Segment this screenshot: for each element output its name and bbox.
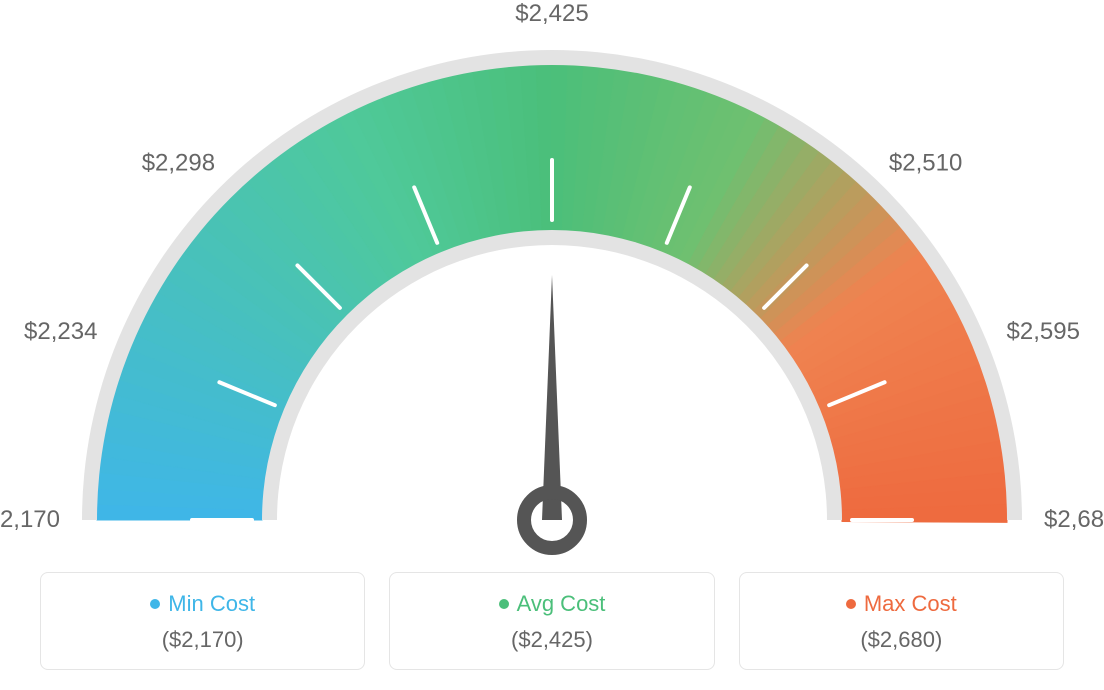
min-cost-card: Min Cost ($2,170): [40, 572, 365, 670]
max-cost-card: Max Cost ($2,680): [739, 572, 1064, 670]
avg-cost-title-row: Avg Cost: [400, 591, 703, 617]
gauge-tick-label: $2,510: [889, 150, 962, 178]
gauge-tick-label: $2,234: [24, 318, 97, 346]
gauge-tick-label: $2,680: [1044, 506, 1104, 534]
avg-cost-dot: [499, 599, 509, 609]
avg-cost-label: Avg Cost: [517, 591, 606, 617]
max-cost-title-row: Max Cost: [750, 591, 1053, 617]
min-cost-label: Min Cost: [168, 591, 255, 617]
gauge-tick-label: $2,170: [0, 506, 60, 534]
max-cost-value: ($2,680): [750, 627, 1053, 653]
min-cost-title-row: Min Cost: [51, 591, 354, 617]
gauge-tick-label: $2,298: [142, 150, 215, 178]
avg-cost-card: Avg Cost ($2,425): [389, 572, 714, 670]
gauge-tick-label: $2,425: [515, 0, 588, 28]
min-cost-dot: [150, 599, 160, 609]
summary-cards: Min Cost ($2,170) Avg Cost ($2,425) Max …: [40, 572, 1064, 670]
max-cost-label: Max Cost: [864, 591, 957, 617]
gauge-chart: $2,170 $2,234 $2,298 $2,425 $2,510 $2,595 $2,6…: [0, 0, 1104, 560]
max-cost-dot: [846, 599, 856, 609]
chart-container: $2,170 $2,234 $2,298 $2,425 $2,510 $2,595 $2,6…: [0, 0, 1104, 690]
gauge-tick-label: $2,595: [1007, 318, 1080, 346]
min-cost-value: ($2,170): [51, 627, 354, 653]
avg-cost-value: ($2,425): [400, 627, 703, 653]
